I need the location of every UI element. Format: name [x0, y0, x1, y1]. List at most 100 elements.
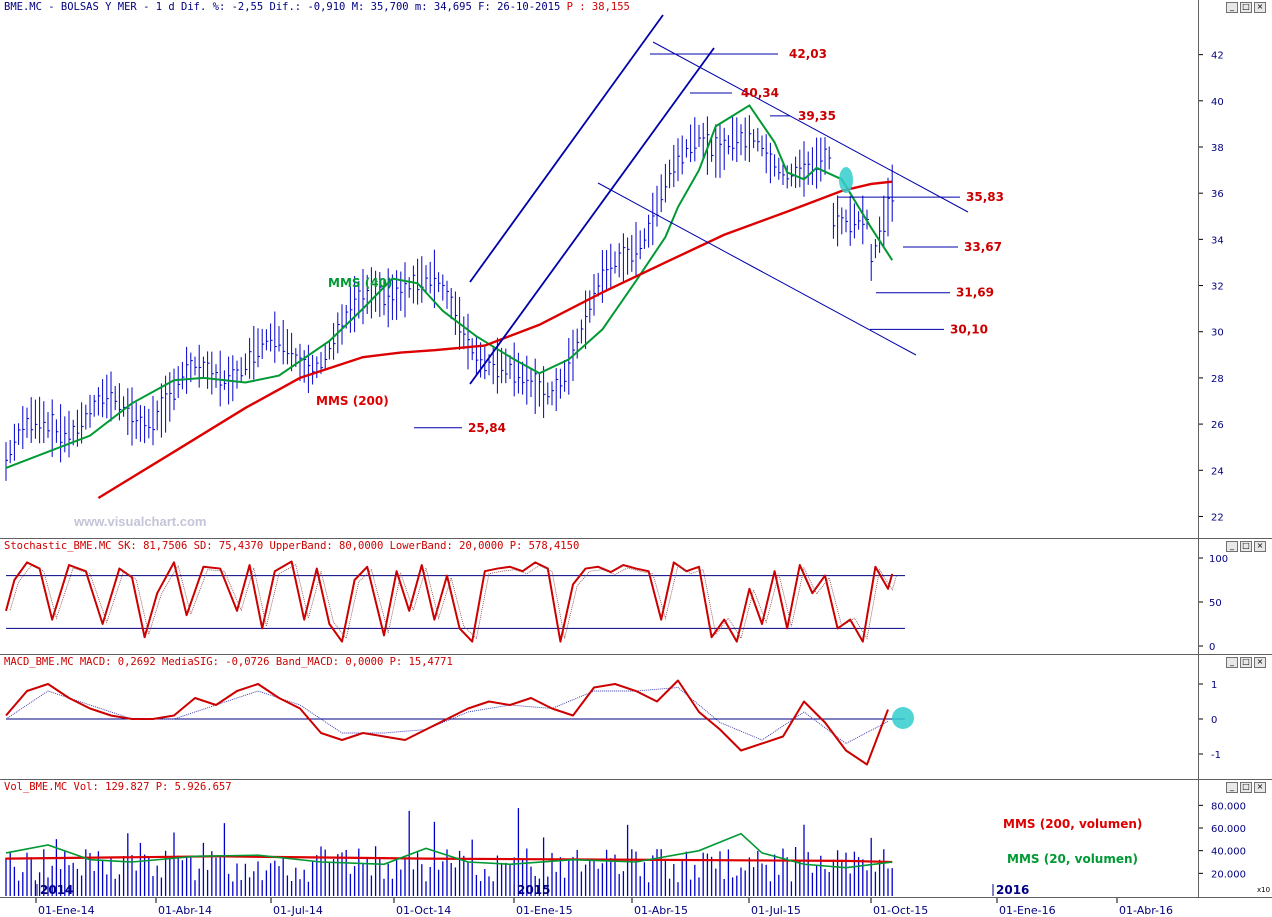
- volume-y-axis: 20.000 40.000 60.000 80.000 x10: [1198, 780, 1272, 897]
- price-chart: 42,03 40,34 39,35 35,83 33,67 31,69 30,10 25,84…: [5, 14, 1004, 500]
- volume-maximize-button[interactable]: □: [1240, 782, 1252, 793]
- volume-bars: [5, 808, 893, 896]
- close-button[interactable]: ×: [1254, 2, 1266, 13]
- macd-cross-highlight: [892, 707, 914, 729]
- price-panel: BME.MC - BOLSAS Y MER - 1 d Dif. %: -2,5…: [4, 1, 1004, 529]
- x-tick-label: 01-Abr-14: [158, 904, 212, 917]
- vol-mms200-label: MMS (200, volumen): [1003, 817, 1142, 831]
- price-y-tick-label: 30: [1211, 328, 1224, 339]
- volume-close-button[interactable]: ×: [1254, 782, 1266, 793]
- volume-chart: MMS (200, volumen) MMS (20, volumen) 2014 2…: [5, 808, 1142, 897]
- downtrend-upper-line: [652, 41, 969, 213]
- stochastic-header: Stochastic_BME.MC SK: 81,7506 SD: 75,437…: [4, 540, 579, 552]
- stochastic-sd-line: [9, 564, 897, 640]
- mms200-label: MMS (200): [316, 394, 389, 408]
- crossover-highlight: [839, 167, 853, 193]
- x-tick-label: 01-Ene-15: [516, 904, 573, 917]
- volume-minimize-button[interactable]: _: [1226, 782, 1238, 793]
- price-label: P : 38,155: [566, 1, 630, 13]
- stats-label: 1 d Dif. %: -2,55 Dif.: -0,910 M: 35,700…: [155, 1, 561, 13]
- minimize-button[interactable]: _: [1226, 2, 1238, 13]
- macd-y-tick-label: -1: [1211, 750, 1221, 761]
- maximize-button[interactable]: □: [1240, 2, 1252, 13]
- vol-mms20-label: MMS (20, volumen): [1007, 852, 1138, 866]
- price-y-tick-label: 34: [1211, 235, 1224, 246]
- year-label: 2015: [517, 883, 550, 897]
- price-y-tick-label: 26: [1211, 420, 1224, 431]
- mms200-line: [97, 180, 893, 500]
- price-y-tick-label: 38: [1211, 143, 1224, 154]
- x-tick-label: 01-Abr-15: [634, 904, 688, 917]
- stochastic-sk-line: [5, 560, 894, 643]
- price-y-tick-label: 36: [1211, 189, 1224, 200]
- macd-maximize-button[interactable]: □: [1240, 657, 1252, 668]
- stochastic-minimize-button[interactable]: _: [1226, 541, 1238, 552]
- x-tick-label: 01-Abr-16: [1119, 904, 1173, 917]
- x-tick-label: 01-Jul-15: [751, 904, 801, 917]
- volume-y-tick-label: 80.000: [1211, 801, 1246, 812]
- symbol-label: BME.MC - BOLSAS Y MER -: [4, 1, 150, 13]
- stochastic-y-tick-label: 100: [1209, 554, 1228, 565]
- x-tick-label: 01-Jul-14: [273, 904, 323, 917]
- price-y-tick-label: 28: [1211, 374, 1224, 385]
- stochastic-maximize-button[interactable]: □: [1240, 541, 1252, 552]
- watermark: www.visualchart.com: [74, 514, 207, 529]
- stochastic-y-tick-label: 0: [1209, 642, 1215, 653]
- price-y-tick-label: 22: [1211, 512, 1224, 523]
- annotation-label: 40,34: [741, 86, 779, 100]
- macd-line: [5, 679, 889, 766]
- macd-minimize-button[interactable]: _: [1226, 657, 1238, 668]
- stochastic-header-text: Stochastic_BME.MC SK: 81,7506 SD: 75,437…: [4, 540, 580, 552]
- price-bars: [5, 115, 895, 481]
- annotation-label: 30,10: [950, 322, 988, 336]
- macd-header: MACD_BME.MC MACD: 0,2692 MediaSIG: -0,07…: [4, 656, 453, 668]
- price-y-tick-label: 24: [1211, 466, 1224, 477]
- channel-lines: [469, 14, 969, 385]
- x-axis: 01-Ene-14 01-Abr-14 01-Jul-14 01-Oct-14 01-E…: [0, 898, 1272, 917]
- stochastic-y-axis: 0 50 100: [1198, 539, 1272, 654]
- volume-header-text: Vol_BME.MC Vol: 129.827 P: 5.926.657: [4, 781, 232, 793]
- mms40-line: [5, 104, 894, 469]
- volume-panel: Vol_BME.MC Vol: 129.827 P: 5.926.657 MMS…: [0, 780, 1198, 897]
- volume-y-tick-label: 40.000: [1211, 847, 1246, 858]
- annotation-label: 25,84: [468, 421, 506, 435]
- uptrend-upper-line: [469, 14, 664, 283]
- annotation-label: 33,67: [964, 240, 1002, 254]
- volume-y-tick-label: 20.000: [1211, 869, 1246, 880]
- macd-close-button[interactable]: ×: [1254, 657, 1266, 668]
- volume-y-tick-label: 60.000: [1211, 824, 1246, 835]
- macd-header-text: MACD_BME.MC MACD: 0,2692 MediaSIG: -0,07…: [4, 656, 453, 668]
- uptrend-lower-line: [469, 47, 715, 385]
- price-y-tick-label: 40: [1211, 97, 1224, 108]
- x-tick-label: 01-Oct-15: [873, 904, 928, 917]
- stochastic-chart: [5, 560, 905, 643]
- x-tick-label: 01-Oct-14: [396, 904, 451, 917]
- volume-ma-line: [5, 855, 893, 864]
- volume-ma-line: [5, 832, 893, 869]
- price-header: BME.MC - BOLSAS Y MER - 1 d Dif. %: -2,5…: [4, 1, 630, 13]
- volume-header: Vol_BME.MC Vol: 129.827 P: 5.926.657: [4, 781, 232, 793]
- x-tick-label: 01-Ene-14: [38, 904, 95, 917]
- stochastic-close-button[interactable]: ×: [1254, 541, 1266, 552]
- annotation-label: 39,35: [798, 109, 836, 123]
- x-tick-label: 01-Ene-16: [999, 904, 1056, 917]
- volume-multiplier: x10: [1257, 886, 1270, 894]
- annotation-label: 31,69: [956, 286, 994, 300]
- stochastic-panel: Stochastic_BME.MC SK: 81,7506 SD: 75,437…: [0, 539, 1198, 654]
- mms40-label: MMS (40): [328, 276, 392, 290]
- annotation-label: 42,03: [789, 47, 827, 61]
- macd-y-tick-label: 0: [1211, 715, 1217, 726]
- macd-signal-line: [5, 687, 889, 745]
- macd-y-axis: -1 0 1: [1198, 655, 1272, 779]
- price-y-tick-label: 42: [1211, 51, 1224, 62]
- year-label: 2014: [40, 883, 73, 897]
- price-y-tick-label: 32: [1211, 282, 1224, 293]
- stochastic-y-tick-label: 50: [1209, 598, 1222, 609]
- macd-y-tick-label: 1: [1211, 680, 1217, 691]
- annotation-label: 35,83: [966, 190, 1004, 204]
- downtrend-lower-line: [597, 182, 917, 356]
- year-label: 2016: [996, 883, 1029, 897]
- macd-panel: MACD_BME.MC MACD: 0,2692 MediaSIG: -0,07…: [0, 655, 1198, 779]
- price-y-axis: 22 24 26 28 30 32 34 36 38 40 42: [1198, 0, 1272, 538]
- macd-chart: [5, 679, 914, 766]
